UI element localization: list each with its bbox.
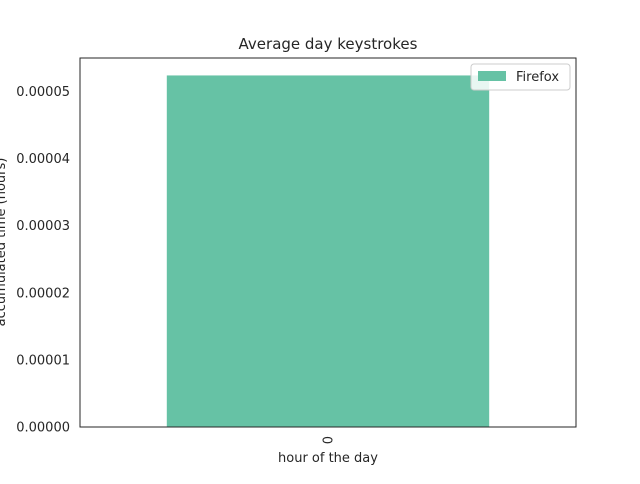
- y-tick-label: 0.00001: [16, 353, 70, 368]
- y-tick-label: 0.00004: [16, 152, 70, 167]
- x-tick-label: 0: [322, 436, 337, 444]
- y-tick-label: 0.00005: [16, 85, 70, 100]
- y-tick-label: 0.00002: [16, 286, 70, 301]
- x-axis-ticks: 0: [322, 436, 337, 444]
- axes-frame: [79, 57, 577, 428]
- x-axis-label: hour of the day: [278, 451, 378, 466]
- legend-label: Firefox: [516, 70, 559, 85]
- y-tick-label: 0.00000: [16, 421, 70, 436]
- y-axis-ticks: 0.00000 0.00001 0.00002 0.00003 0.00004 0.000…: [16, 85, 70, 435]
- chart-title: Average day keystrokes: [239, 35, 418, 53]
- bar-firefox-0: [166, 75, 490, 427]
- bars-layer: [166, 75, 490, 427]
- legend-swatch: [478, 71, 506, 81]
- legend: Firefox: [470, 63, 571, 91]
- y-axis-label: accumulated time (hours): [0, 158, 9, 327]
- legend-frame: [470, 63, 571, 91]
- y-tick-label: 0.00003: [16, 219, 70, 234]
